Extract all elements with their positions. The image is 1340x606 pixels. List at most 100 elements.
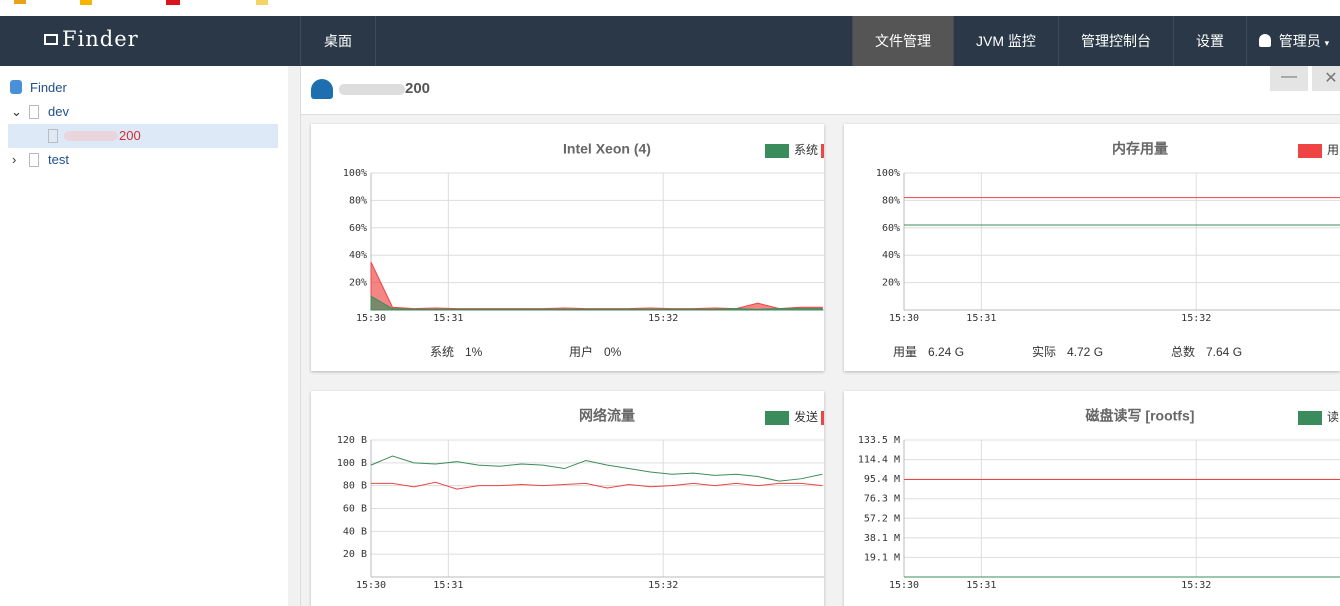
legend-label: 读 xyxy=(1327,410,1339,424)
bookmark-icon xyxy=(80,0,92,5)
x-tick-label: 15:30 xyxy=(356,313,386,324)
legend-swatch xyxy=(765,411,789,425)
tree-node[interactable]: dev xyxy=(48,104,69,119)
nav-user[interactable]: 管理员 ▾ xyxy=(1246,16,1340,66)
y-tick-label: 80 B xyxy=(343,481,367,492)
x-tick-label: 15:32 xyxy=(648,313,678,324)
x-tick-label: 15:31 xyxy=(966,313,996,324)
x-tick-label: 15:31 xyxy=(966,580,996,591)
main-title: 200 xyxy=(405,80,431,97)
series-line xyxy=(370,455,823,482)
tree-selection xyxy=(8,124,278,148)
y-tick-label: 95.4 M xyxy=(864,474,900,485)
nav-item[interactable]: 文件管理 xyxy=(852,16,953,66)
y-tick-label: 100 B xyxy=(337,458,367,469)
stat-label: 用户 xyxy=(569,344,593,359)
bookmark-icon xyxy=(14,0,26,4)
y-tick-label: 57.2 M xyxy=(864,513,900,524)
stat-label: 系统 xyxy=(430,345,454,359)
user-icon xyxy=(1258,34,1271,47)
x-tick-label: 15:32 xyxy=(648,580,678,591)
legend-label: 系统 xyxy=(794,143,818,157)
main-header: 200 — ✕ xyxy=(301,66,1340,115)
chart-title: 磁盘读写 [rootfs] xyxy=(1086,408,1195,424)
bookmark-icon xyxy=(166,0,180,5)
tree-toggle[interactable]: › xyxy=(12,152,17,167)
y-tick-label: 133.5 M xyxy=(858,435,900,446)
y-tick-label: 80% xyxy=(349,195,367,206)
close-button[interactable]: ✕ xyxy=(1312,66,1340,91)
series-line xyxy=(371,481,823,490)
legend-swatch xyxy=(821,144,824,158)
y-tick-label: 20% xyxy=(882,278,900,289)
chart: Intel Xeon (4) 系统 20% 40% 60% 80% 100% 15:30 15:… xyxy=(343,141,824,359)
x-tick-label: 15:30 xyxy=(889,580,919,591)
minimize-button[interactable]: — xyxy=(1270,66,1308,91)
brand-icon xyxy=(44,34,58,45)
x-tick-label: 15:30 xyxy=(356,580,386,591)
stat-value: 6.24 G xyxy=(928,345,964,359)
node-icon xyxy=(48,129,58,143)
nav-item[interactable]: JVM 监控 xyxy=(953,16,1058,66)
gauge-icon xyxy=(311,79,333,99)
y-tick-label: 60% xyxy=(882,223,900,234)
node-icon xyxy=(29,153,39,167)
nav-item[interactable]: 桌面 xyxy=(300,16,376,66)
nav-item[interactable]: 管理控制台 xyxy=(1058,16,1173,66)
x-tick-label: 15:32 xyxy=(1181,313,1211,324)
chart: 磁盘读写 [rootfs] 读 19.1 M 38.1 M 57.2 M 76.3 M 95… xyxy=(858,408,1340,591)
y-tick-label: 60% xyxy=(349,223,367,234)
stat-label: 用量 xyxy=(893,345,917,359)
chart-title: 网络流量 xyxy=(579,408,635,424)
stat-label: 总数 xyxy=(1171,344,1195,359)
chart-title: 内存用量 xyxy=(1112,141,1168,157)
y-tick-label: 40 B xyxy=(343,526,367,537)
chart-panel: 磁盘读写 [rootfs] 读 19.1 M 38.1 M 57.2 M 76.3 M 95… xyxy=(844,391,1340,606)
tree-node[interactable]: test xyxy=(48,152,69,167)
chart-title: Intel Xeon (4) xyxy=(563,141,651,157)
chart: 内存用量 用 20% 40% 60% 80% 100% 15:30 15:31 15:32 用量 6.… xyxy=(876,141,1340,359)
db-icon xyxy=(10,80,22,94)
chart-panel: Intel Xeon (4) 系统 20% 40% 60% 80% 100% 15:30 15:… xyxy=(311,124,824,371)
y-tick-label: 19.1 M xyxy=(864,552,900,563)
nav-user-text: 管理员 xyxy=(1278,33,1321,49)
redaction xyxy=(64,131,118,141)
stat-label: 实际 xyxy=(1032,344,1056,359)
y-tick-label: 100% xyxy=(343,168,367,179)
legend-swatch xyxy=(1298,411,1322,425)
navbar: Finder 桌面 文件管理 JVM 监控 管理控制台 设置 管理员 ▾ xyxy=(0,16,1340,66)
bookmark-icon xyxy=(256,0,268,5)
chart-panel: 网络流量 发送 20 B 40 B 60 B 80 B 100 B 120 B 15:30 15:… xyxy=(311,391,824,606)
legend-swatch xyxy=(765,144,789,158)
y-tick-label: 120 B xyxy=(337,435,367,446)
y-tick-label: 100% xyxy=(876,168,900,179)
legend-label: 发送 xyxy=(794,409,818,424)
brand[interactable]: Finder xyxy=(44,27,139,51)
y-tick-label: 80% xyxy=(882,195,900,206)
stat-value: 1% xyxy=(465,345,483,359)
legend-swatch xyxy=(1298,144,1322,158)
y-tick-label: 40% xyxy=(882,250,900,261)
nav-item[interactable]: 设置 xyxy=(1173,16,1246,66)
tree-node[interactable]: 200 xyxy=(119,128,141,143)
bookmark-bar xyxy=(0,0,1340,16)
splitter xyxy=(288,66,301,606)
x-tick-label: 15:31 xyxy=(433,580,463,591)
brand-text: Finder xyxy=(62,27,139,51)
redaction xyxy=(339,84,405,95)
sidebar: Finder ⌄ dev 200 › test xyxy=(0,66,288,606)
series-area xyxy=(370,261,823,311)
x-tick-label: 15:30 xyxy=(889,313,919,324)
chart: 网络流量 发送 20 B 40 B 60 B 80 B 100 B 120 B 15:30 15:… xyxy=(337,408,824,591)
legend-swatch xyxy=(821,411,824,425)
node-icon xyxy=(29,105,39,119)
x-tick-label: 15:31 xyxy=(433,313,463,324)
tree-root[interactable]: Finder xyxy=(30,80,67,95)
y-tick-label: 114.4 M xyxy=(858,455,900,466)
series-area xyxy=(370,295,823,311)
stat-value: 7.64 G xyxy=(1206,345,1242,359)
stat-value: 4.72 G xyxy=(1067,345,1103,359)
tree-toggle[interactable]: ⌄ xyxy=(11,104,22,119)
